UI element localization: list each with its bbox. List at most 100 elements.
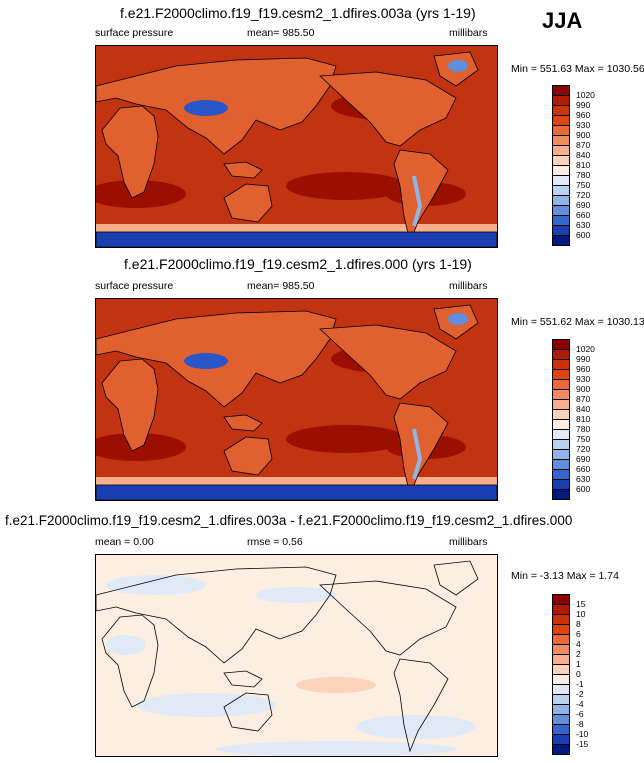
panel-2-colorbar-tick-label: 990 <box>576 353 591 364</box>
panel-2-map <box>95 298 498 501</box>
panel-1-mean-label: mean= 985.50 <box>247 27 315 39</box>
panel-1-colorbar-tick-label: 630 <box>576 219 591 230</box>
panel-3-colorbar-tick-label: 0 <box>576 668 581 679</box>
panel-1-colorbar-tick-label: 870 <box>576 139 591 150</box>
land-outline <box>223 436 273 476</box>
panel-3-colorbar-tick-label: 8 <box>576 618 581 629</box>
land-outline <box>101 358 159 452</box>
panel-3-title: f.e21.F2000climo.f19_f19.cesm2_1.dfires.… <box>5 513 573 528</box>
panel-3-mean-label: mean = 0.00 <box>95 536 154 548</box>
panel-3-colorbar-tick-label: 10 <box>576 608 586 619</box>
panel-2-colorbar-tick-label: 600 <box>576 483 591 494</box>
panel-2-colorbar-tick-label: 630 <box>576 473 591 484</box>
negative-anomaly-region <box>106 575 206 595</box>
panel-2-colorbar-tick-label: 1020 <box>576 343 595 354</box>
panel-1-colorbar-tick-label: 750 <box>576 179 591 190</box>
panel-1-colorbar-tick-label: 780 <box>576 169 591 180</box>
panel-1-colorbar-tick-label: 840 <box>576 149 591 160</box>
high-pressure-region <box>286 425 406 453</box>
panel-1-colorbar-swatch <box>552 235 570 246</box>
panel-2-colorbar-tick-label: 930 <box>576 373 591 384</box>
greenland-low <box>448 313 468 325</box>
land-outline <box>223 414 263 432</box>
land-outline <box>433 560 479 596</box>
panel-3-colorbar: 15 10 8 6 4 2 1 0 -1 -2 -4 -6 -8 -10 -15 <box>552 594 602 755</box>
land-outline <box>96 566 337 664</box>
panel-1-units-label: millibars <box>449 27 488 39</box>
negative-anomaly-region <box>136 693 276 717</box>
panel-1-colorbar-tick-label: 600 <box>576 229 591 240</box>
high-pressure-region <box>96 180 186 208</box>
land-outline <box>319 71 457 147</box>
land-outline <box>101 105 159 199</box>
panel-3-colorbar-tick-label: -8 <box>576 718 584 729</box>
panel-3-colorbar-tick-label: 6 <box>576 628 581 639</box>
panel-2-colorbar-tick-label: 960 <box>576 363 591 374</box>
panel-1-colorbar-tick-label: 1020 <box>576 89 595 100</box>
land-outline <box>101 614 159 708</box>
land-outline <box>393 658 449 753</box>
panel-3-minmax: Min = -3.13 Max = 1.74 <box>511 570 619 582</box>
positive-anomaly-region <box>296 677 376 693</box>
andes-low <box>412 428 423 480</box>
land-outline <box>96 484 497 500</box>
negative-anomaly-region <box>216 741 456 756</box>
panel-1-colorbar-tick-label: 660 <box>576 209 591 220</box>
panel-3-colorbar-tick-label: -6 <box>576 708 584 719</box>
land-outline <box>319 580 457 656</box>
panel-1-colorbar-tick-label: 990 <box>576 99 591 110</box>
panel-2-colorbar-tick-label: 720 <box>576 443 591 454</box>
land-outline <box>223 670 263 688</box>
panel-2-colorbar-tick-label: 900 <box>576 383 591 394</box>
panel-3-colorbar-tick-label: 4 <box>576 638 581 649</box>
panel-1-colorbar-tick-label: 810 <box>576 159 591 170</box>
panel-2-colorbar-tick-label: 780 <box>576 423 591 434</box>
panel-3-colorbar-tick-label: 1 <box>576 658 581 669</box>
circumpolar-trough <box>96 224 497 234</box>
negative-anomaly-region <box>356 715 476 739</box>
panel-3-colorbar-swatch <box>552 744 570 755</box>
panel-1-colorbar-tick-label: 930 <box>576 119 591 130</box>
panel-1-title: f.e21.F2000climo.f19_f19.cesm2_1.dfires.… <box>120 5 476 21</box>
circumpolar-trough <box>96 477 497 487</box>
tibetan-plateau-low <box>184 353 228 369</box>
land-outline <box>319 324 457 400</box>
high-pressure-region <box>286 172 406 200</box>
panel-3-colorbar-tick-label: -10 <box>576 728 589 739</box>
panel-2-colorbar-tick-label: 690 <box>576 453 591 464</box>
panel-2-colorbar: 1020 990 960 930 900 870 840 810 780 750 720 690 660… <box>552 339 602 500</box>
land-outline <box>223 161 263 179</box>
panel-3-colorbar-tick-label: -15 <box>576 738 589 749</box>
panel-1-colorbar-tick-label: 690 <box>576 199 591 210</box>
panel-2-title: f.e21.F2000climo.f19_f19.cesm2_1.dfires.… <box>124 256 472 272</box>
panel-1-map <box>95 45 498 248</box>
panel-2-colorbar-tick-label: 750 <box>576 433 591 444</box>
land-outline <box>223 183 273 223</box>
panel-2-colorbar-tick-label: 840 <box>576 403 591 414</box>
land-outline <box>96 231 497 247</box>
panel-3-units-label: millibars <box>449 536 488 548</box>
panel-1-minmax: Min = 551.63 Max = 1030.56 <box>511 63 644 75</box>
panel-3-colorbar-tick-label: 15 <box>576 598 586 609</box>
panel-3-rmse-label: rmse = 0.56 <box>247 536 303 548</box>
panel-3-colorbar-tick-label: -1 <box>576 678 584 689</box>
andes-low <box>412 175 423 227</box>
panel-3-colorbar-tick-label: -2 <box>576 688 584 699</box>
high-pressure-region <box>96 433 186 461</box>
panel-2-colorbar-tick-label: 870 <box>576 393 591 404</box>
panel-3-colorbar-tick-label: 2 <box>576 648 581 659</box>
panel-1-colorbar: 1020 990 960 930 900 870 840 810 780 750 720 690 660… <box>552 85 602 246</box>
panel-2-units-label: millibars <box>449 280 488 292</box>
panel-2-colorbar-tick-label: 660 <box>576 463 591 474</box>
panel-1-colorbar-tick-label: 720 <box>576 189 591 200</box>
panel-2-colorbar-tick-label: 810 <box>576 413 591 424</box>
panel-3-colorbar-tick-label: -4 <box>576 698 584 709</box>
negative-anomaly-region <box>106 635 146 655</box>
negative-anomaly-region <box>256 587 336 603</box>
panel-3-map <box>95 554 498 757</box>
panel-2-mean-label: mean= 985.50 <box>247 280 315 292</box>
land-outline <box>223 692 273 732</box>
panel-1-colorbar-tick-label: 900 <box>576 129 591 140</box>
panel-1-variable-label: surface pressure <box>95 27 174 39</box>
tibetan-plateau-low <box>184 100 228 116</box>
